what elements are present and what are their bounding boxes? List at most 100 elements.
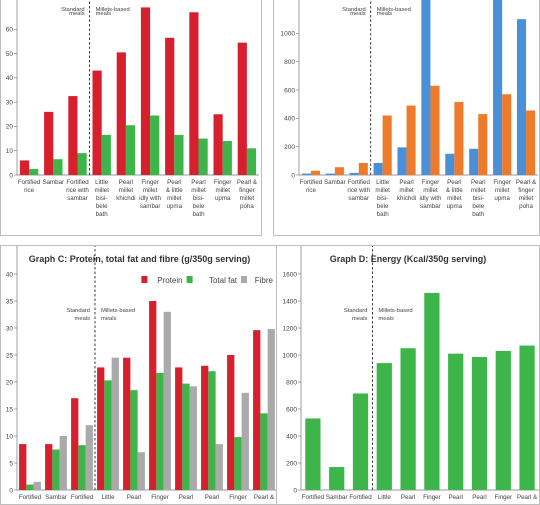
bar [97,367,105,490]
y-tick-label-d: 200 [286,460,297,467]
bar [495,350,511,490]
x-tick-label: Finger [493,179,511,186]
bar [156,372,164,490]
bar [445,153,455,175]
x-tick-label: millet [471,187,486,194]
bars-group [19,301,275,490]
bar [201,365,209,490]
x-tick-label: Pearl & [254,494,275,501]
chart-panel-a: 0 10 20 30 40 50 60 Fortified rice Sambar Fortifie… [0,0,262,236]
x-tick-label: Pearl [399,179,413,186]
bar [469,148,479,175]
bar [305,418,321,490]
bar [52,449,60,490]
bar [163,311,171,490]
bar [137,452,145,490]
bar [19,160,30,175]
bar [198,138,208,175]
x-tick-label: Pearl [167,179,181,186]
x-tick-label: Little [101,494,115,501]
x-tick-label: Finger [423,494,441,501]
y-tick-label-b: 200 [284,144,295,151]
bar [237,42,247,175]
x-tick-label: bisi- [473,195,484,202]
x-tick-label: millet [167,195,182,202]
x-tick-label: upma [494,195,510,202]
bar [519,345,535,490]
x-tick-label: millet [495,187,510,194]
bar [92,70,102,175]
bar [310,170,321,175]
y-tick-label-c: 10 [6,433,14,440]
x-tick-label: sambar [348,195,369,202]
x-tick-label: bele [377,203,389,210]
bar [516,19,527,175]
bar [189,12,199,175]
bar [526,110,536,175]
bar [208,371,216,490]
x-tick-label: millet [423,187,438,194]
x-tick-label: Pearl [191,179,205,186]
bar [125,125,136,175]
x-tick-label: Fortified [349,494,372,501]
x-tick-label: Pearl & [517,494,538,501]
x-tick-label: Pearl [119,179,133,186]
x-tick-label: Little [95,179,109,186]
group-label-millets: Millets-based [96,7,130,13]
y-tick-label-b: 0 [291,172,295,179]
x-tick-label: finger [518,187,533,194]
x-tick-label: Pearl [448,494,462,501]
group-label-standard: meals [350,11,366,17]
y-tick-label-d: 0 [293,487,297,494]
x-tick-label: millet [143,187,158,194]
legend-swatch [141,276,148,283]
bar [130,390,138,490]
bar [373,162,383,175]
x-tick-label: Finger [495,494,513,501]
bars-group [301,0,536,175]
x-tick-label: Pearl [127,494,141,501]
chart-d-title: Graph D: Energy (Kcal/350g serving) [329,254,487,264]
x-tick-label: millet [240,195,255,202]
bar [502,94,512,175]
x-tick-label: Pearl [179,494,193,501]
legend-label: Protein [157,276,182,285]
x-tick-label: rice with [66,187,89,194]
chart-panel-d: Graph D: Energy (Kcal/350g serving) 0 200… [276,245,540,505]
bar [253,330,261,490]
x-tick-label: & little [446,187,463,194]
x-tick-label: & little [166,187,183,194]
y-tick-label-a: 60 [6,27,14,34]
x-tick-label: bele [96,203,108,210]
bar [424,292,440,490]
chart-panel-c: Graph C: Protein, total fat and fibre (g… [0,245,279,505]
bar [149,301,157,490]
group-label-millets: meals [101,316,117,322]
chart-d-svg: 0 200 400 600 800 1000 1200 1400 1600 Fortified Sa… [283,246,539,501]
bar [77,153,87,175]
bar [116,52,126,175]
x-tick-label: poha [519,203,533,210]
y-tick-label-d: 1600 [283,271,298,278]
bar [334,167,344,175]
x-tick-label: Finger [151,494,169,501]
y-tick-label-d: 600 [286,406,297,413]
y-tick-label-b: 800 [284,59,295,66]
x-tick-label: Pearl [447,179,461,186]
x-tick-label: rice with [347,187,370,194]
bar [349,172,359,175]
bar [267,329,275,490]
x-tick-label: khichdi [397,195,416,202]
group-label-millets: Millets-based [377,7,411,13]
bar [175,367,183,490]
group-label-millets: meals [378,316,394,322]
y-tick-label-a: 20 [6,124,14,131]
y-tick-label-d: 800 [286,379,297,386]
x-tick-label: bisi- [96,195,107,202]
group-label-standard: meals [69,11,85,17]
y-tick-label-b: 600 [284,87,295,94]
y-tick-label-d: 1200 [283,325,298,332]
y-tick-label-c: 40 [6,271,14,278]
bar [29,168,39,175]
bar [222,141,232,175]
